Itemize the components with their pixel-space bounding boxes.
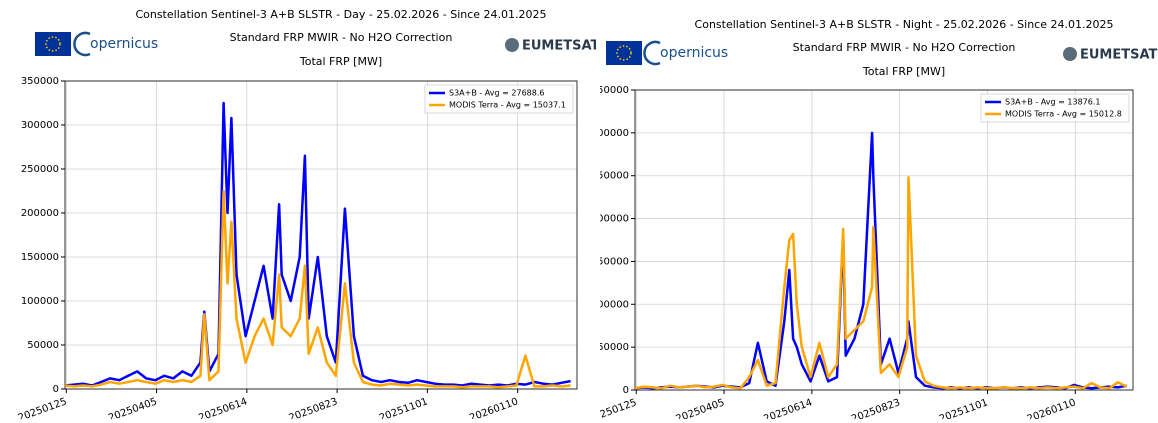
eu-flag <box>606 41 642 65</box>
x-tick-label: 20260110 <box>1026 397 1078 419</box>
y-tick-label: 100000 <box>591 299 629 310</box>
x-tick-label: 20251101 <box>378 396 430 419</box>
y-tick-label: 150000 <box>591 256 629 267</box>
x-tick-label: 20251101 <box>938 397 990 419</box>
chart: Constellation Sentinel-3 A+B SLSTR - Nig… <box>587 18 1158 419</box>
y-tick-label: 0 <box>53 384 59 395</box>
legend-box <box>980 93 1130 123</box>
x-tick-label: 20250614 <box>197 396 249 419</box>
y-tick-label: 250000 <box>591 171 629 182</box>
y-tick-label: 350000 <box>21 76 59 87</box>
y-tick-label: 300000 <box>591 128 629 139</box>
series-line <box>64 189 571 389</box>
y-tick-label: 300000 <box>21 120 59 131</box>
plot-area <box>635 90 1133 390</box>
legend-label: MODIS Terra - Avg = 15037.1 <box>449 101 566 110</box>
legend-label: S3A+B - Avg = 13876.1 <box>1005 98 1101 107</box>
plot-frame <box>634 89 1134 391</box>
series-line <box>64 101 571 387</box>
chart-title: Constellation Sentinel-3 A+B SLSTR - Nig… <box>695 18 1114 31</box>
copernicus-logo: opernicus <box>660 45 728 61</box>
y-tick-label: 350000 <box>591 85 629 96</box>
y-axis-label: Total FRP [MW] <box>862 65 945 78</box>
eumetsat-icon <box>1063 47 1077 61</box>
x-tick-label: 20250125 <box>17 396 69 419</box>
x-tick-label: 20250823 <box>288 396 340 419</box>
eu-flag <box>35 32 71 56</box>
eumetsat-icon <box>505 38 519 52</box>
y-tick-label: 250000 <box>21 164 59 175</box>
y-tick-label: 150000 <box>21 252 59 263</box>
y-axis-label: Total FRP [MW] <box>299 55 382 68</box>
eu-stars <box>45 36 61 52</box>
y-tick-label: 50000 <box>597 342 629 353</box>
x-tick-label: 20250614 <box>762 397 814 419</box>
y-tick-label: 100000 <box>21 296 59 307</box>
x-tick-label: 20250823 <box>850 397 902 419</box>
eumetsat-logo: EUMETSAT <box>1080 48 1158 63</box>
chart: Constellation Sentinel-3 A+B SLSTR - Day… <box>17 8 600 419</box>
y-tick-label: 200000 <box>21 208 59 219</box>
chart-subtitle: Standard FRP MWIR - No H2O Correction <box>793 41 1016 54</box>
legend-label: MODIS Terra - Avg = 15012.8 <box>1005 110 1122 119</box>
copernicus-swoosh <box>73 31 91 57</box>
y-tick-label: 50000 <box>27 340 59 351</box>
eu-stars <box>616 45 632 61</box>
copernicus-swoosh <box>643 40 661 66</box>
legend-label: S3A+B - Avg = 27688.6 <box>449 89 545 98</box>
x-tick-label: 20250125 <box>587 397 639 419</box>
x-tick-label: 20260110 <box>468 396 520 419</box>
plot-frame <box>64 80 578 390</box>
series-line <box>634 176 1128 390</box>
y-tick-label: 0 <box>623 385 629 396</box>
eumetsat-logo: EUMETSAT <box>522 39 600 54</box>
legend-box <box>424 84 574 114</box>
copernicus-logo: opernicus <box>90 36 158 52</box>
y-tick-label: 200000 <box>591 214 629 225</box>
chart-subtitle: Standard FRP MWIR - No H2O Correction <box>230 31 453 44</box>
x-tick-label: 20250405 <box>675 397 727 419</box>
chart-title: Constellation Sentinel-3 A+B SLSTR - Day… <box>135 8 546 21</box>
x-tick-label: 20250405 <box>107 396 159 419</box>
